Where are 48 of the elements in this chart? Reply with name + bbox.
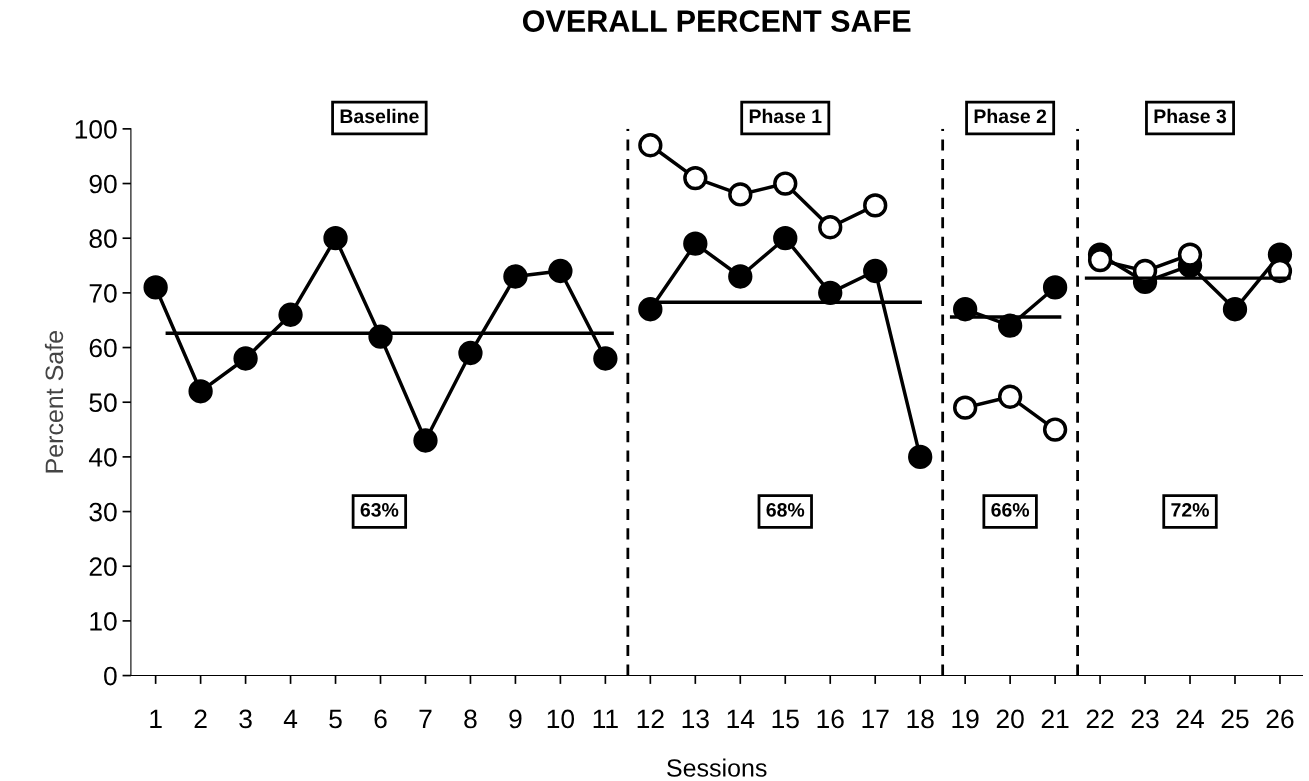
y-tick-label: 100 [75,120,117,139]
x-tick-label: 20 [996,709,1024,729]
x-tick-label: 11 [593,709,618,729]
x-axis-title: Sessions [667,758,767,777]
x-tick-label: 9 [509,709,522,729]
y-tick-label: 0 [104,666,117,686]
x-tick-label: 2 [194,709,207,729]
y-tick-label: 60 [89,338,117,358]
x-tick-label: 4 [283,709,298,729]
x-tick-label: 14 [727,709,755,729]
x-tick-label: 17 [862,709,889,729]
x-tick-label: 26 [1266,709,1294,729]
y-tick-label: 90 [89,174,117,194]
y-tick-label: 20 [89,557,117,577]
text: Phase 1 [749,108,822,124]
x-tick-label: 16 [817,709,844,729]
y-tick-label: 10 [90,612,117,631]
annotation: 72% [1171,503,1209,517]
x-tick-label: 3 [239,709,252,729]
y-tick-label: 70 [89,284,117,303]
x-tick-label: 7 [419,709,432,729]
x-tick-label: 24 [1176,709,1204,729]
x-tick-label: 6 [374,709,387,729]
x-tick-label: 8 [464,709,477,729]
y-tick-label: 40 [88,448,117,467]
x-tick-label: 25 [1221,709,1249,729]
y-tick-label: 80 [89,229,117,249]
annotation: 63% [360,503,399,517]
x-tick-label: 19 [952,709,979,729]
x-tick-label: 12 [637,709,664,729]
y-tick-label: 50 [89,393,117,413]
annotation: 66% [991,503,1030,517]
x-tick-label: 5 [329,709,342,729]
chart-title: OVERALL PERCENT SAFE [522,10,911,32]
x-tick-label: 22 [1086,709,1114,729]
x-tick-label: 15 [772,709,799,729]
x-tick-label: 1 [150,709,162,729]
text: Baseline [340,108,419,124]
text: Phase 3 [1154,108,1227,124]
x-tick-label: 10 [547,709,575,729]
y-tick-label: 30 [89,502,117,522]
x-tick-label: 23 [1131,709,1159,729]
x-tick-label: 21 [1041,709,1069,729]
text: Phase 2 [974,108,1047,124]
x-tick-label: 18 [907,709,934,729]
y-axis-title: Percent Safe [44,331,64,473]
annotation: 68% [766,503,805,517]
x-tick-label: 13 [682,709,709,729]
